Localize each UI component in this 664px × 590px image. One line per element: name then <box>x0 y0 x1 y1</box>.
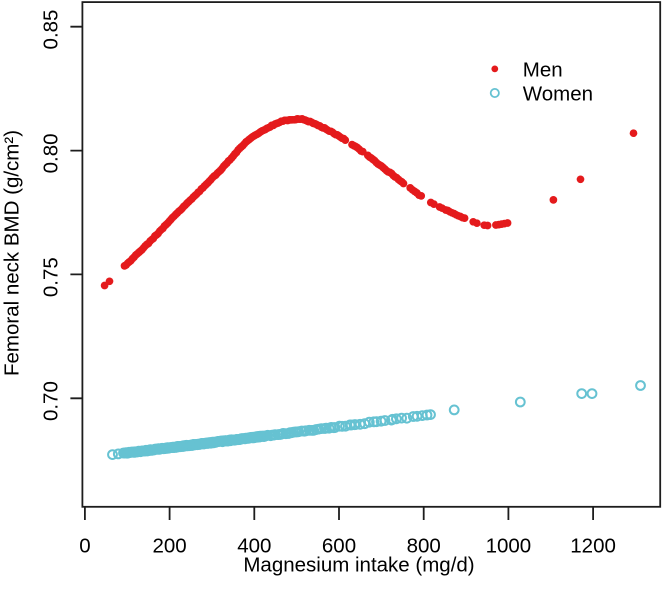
svg-text:1000: 1000 <box>486 535 532 558</box>
svg-text:0.70: 0.70 <box>40 381 63 421</box>
svg-text:200: 200 <box>152 535 186 558</box>
svg-text:1200: 1200 <box>570 535 616 558</box>
svg-text:0.80: 0.80 <box>40 133 63 173</box>
svg-text:800: 800 <box>407 535 441 558</box>
svg-text:Women: Women <box>523 82 593 105</box>
svg-text:Femoral neck BMD (g/cm²): Femoral neck BMD (g/cm²) <box>1 130 24 376</box>
svg-text:0.75: 0.75 <box>40 257 63 297</box>
svg-text:600: 600 <box>322 535 356 558</box>
svg-text:400: 400 <box>237 535 271 558</box>
svg-text:0.85: 0.85 <box>40 10 63 50</box>
svg-text:Men: Men <box>523 58 563 81</box>
svg-text:0: 0 <box>79 535 90 558</box>
svg-text:Magnesium intake (mg/d): Magnesium intake (mg/d) <box>243 554 474 577</box>
